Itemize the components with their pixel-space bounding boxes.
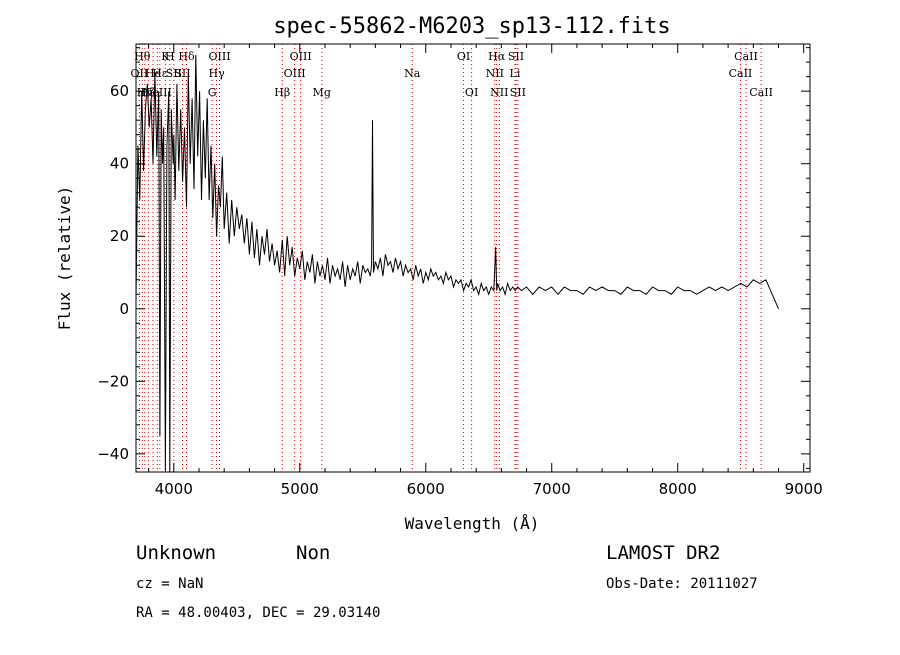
x-tick-label: 6000 bbox=[407, 480, 445, 498]
coordinates-label: RA = 48.00403, DEC = 29.03140 bbox=[136, 605, 380, 621]
line-marker-label: Hζ bbox=[141, 86, 157, 99]
line-marker-label: Hβ bbox=[274, 86, 290, 99]
line-marker-label: He bbox=[145, 67, 161, 80]
y-tick-label: 0 bbox=[119, 300, 129, 318]
y-tick-label: −40 bbox=[97, 445, 129, 463]
axis-ticks: 4000 5000 6000 7000 8000 9000 −40 −20 0 20 40 60 bbox=[97, 44, 823, 498]
x-axis-label: Wavelength (Å) bbox=[405, 514, 540, 533]
y-axis-label: Flux (relative) bbox=[55, 186, 74, 331]
obs-date-label: Obs-Date: 20111027 bbox=[606, 576, 758, 592]
x-tick-label: 5000 bbox=[281, 480, 319, 498]
line-marker-label: SII bbox=[166, 67, 182, 80]
line-marker-label: SII bbox=[174, 67, 190, 80]
line-marker-label: CaII bbox=[734, 50, 758, 63]
line-marker-label: OIII bbox=[284, 67, 306, 80]
line-marker-label: SII bbox=[510, 86, 526, 99]
plot-frame bbox=[135, 43, 811, 473]
line-marker-label: H bbox=[165, 50, 175, 63]
class-label: Unknown bbox=[136, 542, 216, 564]
line-marker-label: G bbox=[208, 86, 217, 99]
y-tick-label: 20 bbox=[110, 227, 129, 245]
line-marker-label: Hδ bbox=[178, 50, 195, 63]
line-marker-label: OII bbox=[131, 67, 149, 80]
y-tick-label: 60 bbox=[110, 82, 129, 100]
line-marker-label: CaII bbox=[729, 67, 753, 80]
subclass-label: Non bbox=[296, 542, 330, 564]
line-marker-labels: OIIHθHηHζHeNeIIIHεKHSIISIIHδGHγOIIIHβOII… bbox=[131, 50, 773, 99]
chart-title: spec-55862-M6203_sp13-112.fits bbox=[273, 14, 670, 39]
redshift-label: cz = NaN bbox=[136, 576, 203, 592]
survey-label: LAMOST DR2 bbox=[606, 542, 720, 564]
line-marker-label: Hη bbox=[137, 86, 153, 99]
line-marker-label: SII bbox=[508, 50, 524, 63]
line-marker-label: OIII bbox=[290, 50, 312, 63]
x-tick-label: 4000 bbox=[155, 480, 193, 498]
line-marker-label: Na bbox=[404, 67, 421, 80]
line-marker-label: OI bbox=[457, 50, 470, 63]
y-tick-label: −20 bbox=[97, 372, 129, 390]
x-tick-label: 8000 bbox=[659, 480, 697, 498]
x-tick-label: 7000 bbox=[533, 480, 571, 498]
line-marker-label: NeIII bbox=[143, 86, 172, 99]
line-marker-label: Hα bbox=[488, 50, 506, 63]
line-marker-label: OI bbox=[465, 86, 478, 99]
line-marker-label: CaII bbox=[749, 86, 773, 99]
line-marker-label: Mg bbox=[313, 86, 331, 99]
line-marker-label: OIII bbox=[208, 50, 230, 63]
line-marker-label: NII bbox=[490, 86, 508, 99]
line-marker-label: NII bbox=[486, 67, 504, 80]
spectrum-line bbox=[136, 54, 779, 472]
line-marker-label: Hγ bbox=[209, 67, 226, 80]
spectrum-series bbox=[136, 54, 779, 472]
x-tick-label: 9000 bbox=[785, 480, 823, 498]
line-marker-label: K bbox=[161, 50, 170, 63]
y-tick-label: 40 bbox=[110, 155, 129, 173]
line-marker-label: Hε bbox=[152, 67, 168, 80]
line-marker-label: Li bbox=[510, 67, 521, 80]
line-marker-label: Hθ bbox=[134, 50, 151, 63]
